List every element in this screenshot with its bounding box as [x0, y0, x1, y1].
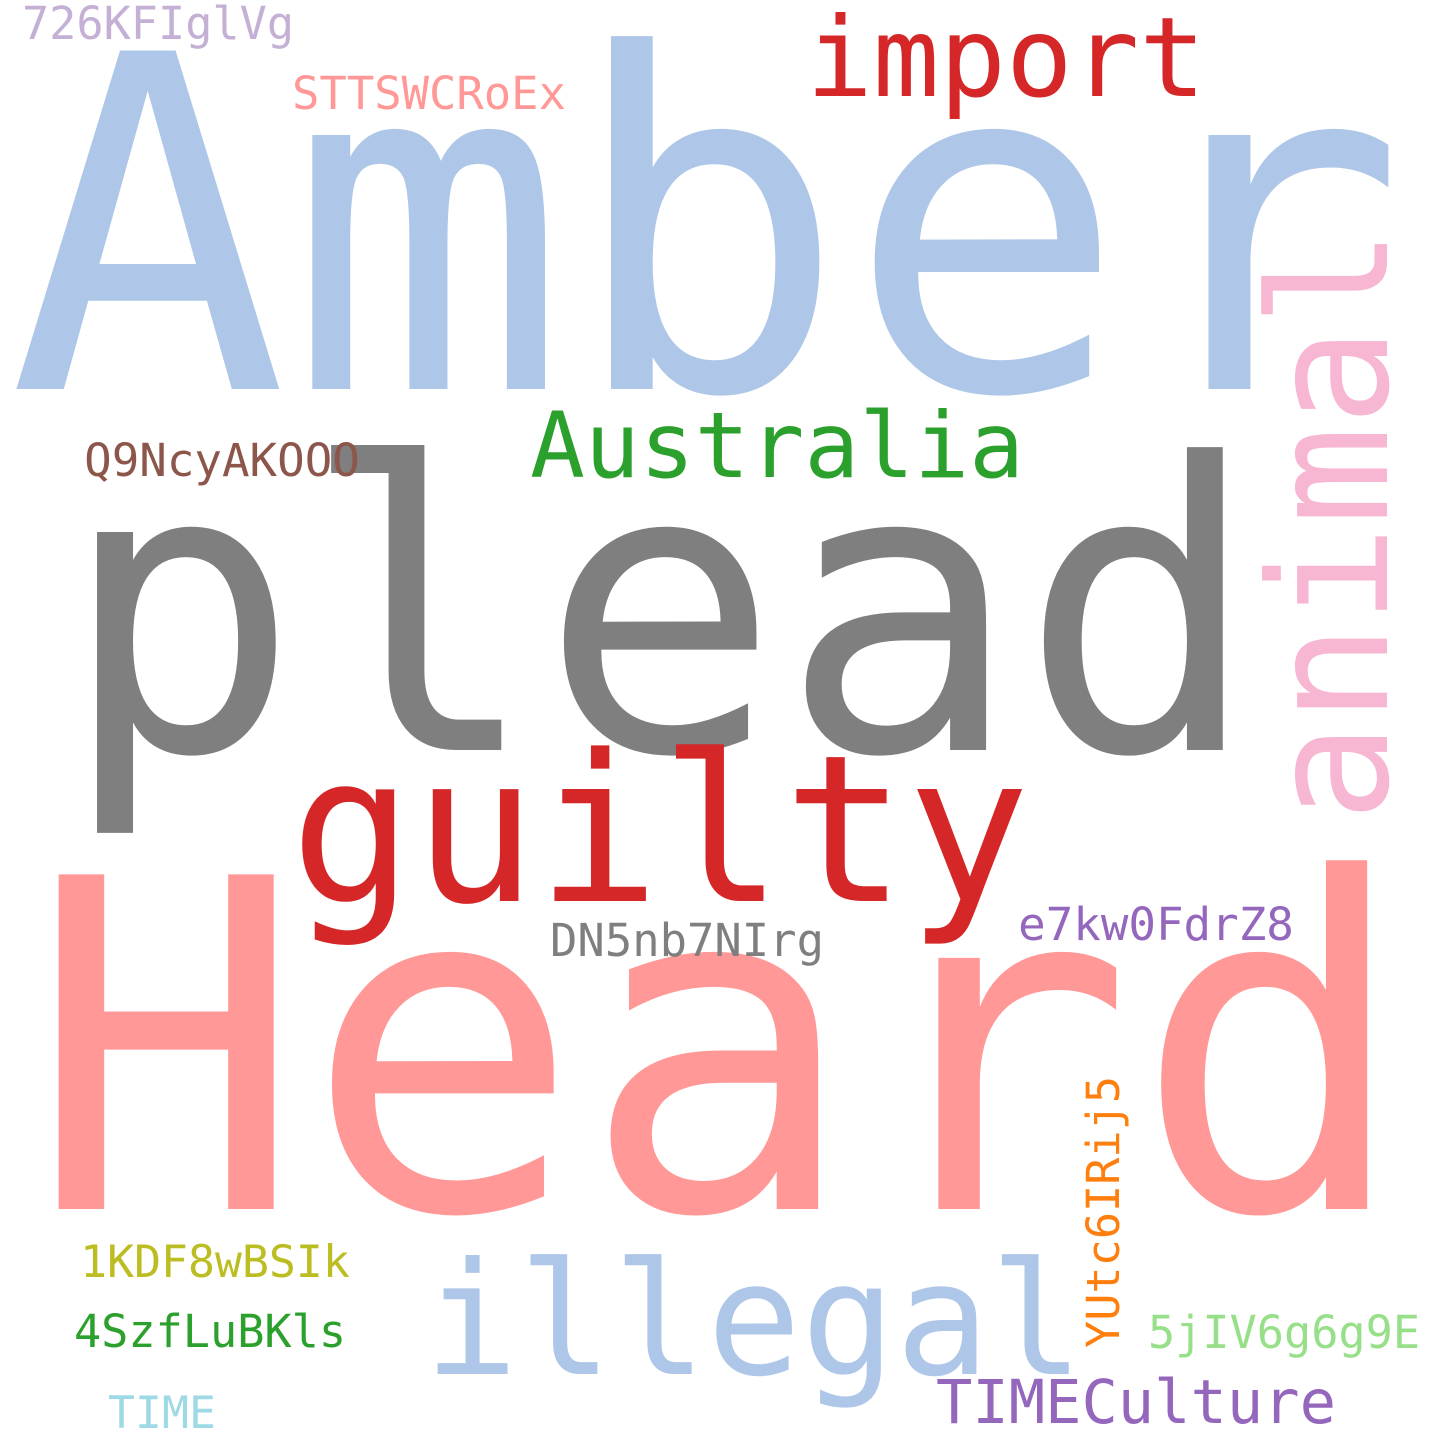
word-heard: Heard — [27, 784, 1410, 1319]
word-726kfiglvg: 726KFIglVg — [21, 0, 295, 51]
word-guilty: guilty — [289, 711, 1031, 950]
word-e7kw0fdrz8: e7kw0FdrZ8 — [1018, 897, 1294, 952]
word-animal: animal — [1233, 228, 1426, 822]
word-sttswcroex: STTSWCRoEx — [292, 67, 566, 121]
word-yutc6irij5: YUtc6IRij5 — [1077, 1075, 1131, 1349]
word-dn5nb7nirg: DN5nb7NIrg — [550, 914, 824, 968]
word-illegal: illegal — [424, 1228, 1084, 1411]
word-import: import — [806, 0, 1206, 123]
word-australia: Australia — [529, 392, 1025, 500]
word-4szflubkls: 4SzfLuBKls — [73, 1305, 347, 1359]
word-amber: Amber — [8, 0, 1406, 499]
word-q9ncyakooo: Q9NcyAKOOO — [84, 433, 360, 488]
word-timeculture: TIMECulture — [936, 1367, 1336, 1438]
word-1kdf8wbsik: 1KDF8wBSIk — [80, 1234, 350, 1288]
word-5jiv6g6g9e: 5jIV6g6g9E — [1147, 1306, 1421, 1360]
word-plead: plead — [60, 380, 1260, 845]
word-time: TIME — [108, 1385, 216, 1439]
